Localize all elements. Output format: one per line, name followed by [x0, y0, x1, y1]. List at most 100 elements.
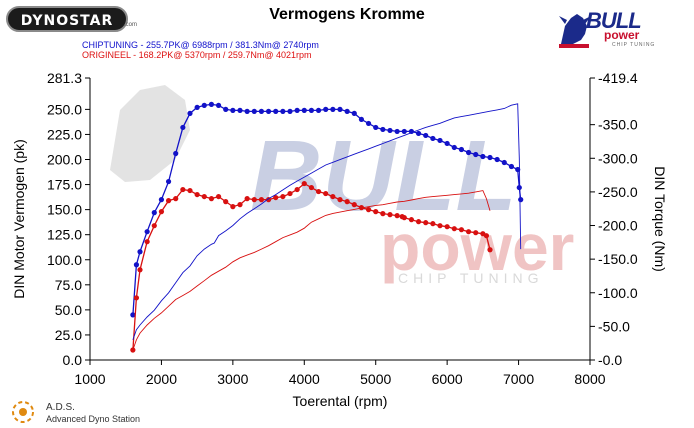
- series-point-1: [208, 195, 215, 202]
- series-point-0: [330, 106, 336, 112]
- series-point-0: [187, 110, 193, 116]
- series-point-1: [444, 224, 450, 230]
- x-tick-label: 6000: [432, 371, 463, 387]
- series-point-0: [516, 184, 522, 191]
- series-point-0: [251, 108, 257, 114]
- series-point-0: [415, 130, 422, 137]
- series-point-0: [137, 249, 143, 255]
- series-point-0: [315, 107, 322, 113]
- series-point-1: [423, 220, 429, 226]
- y-axis-label-left: DIN Motor Vermogen (pk): [11, 139, 27, 299]
- series-point-1: [301, 180, 307, 187]
- x-tick-label: 5000: [360, 371, 391, 387]
- series-point-1: [294, 186, 300, 193]
- ads-subtitle: Advanced Dyno Station: [46, 414, 141, 424]
- y-tick-label-right: -300.0: [598, 150, 638, 166]
- series-point-1: [401, 215, 407, 221]
- series-point-1: [487, 247, 493, 253]
- y-tick-label-right: -50.0: [598, 318, 630, 334]
- y-tick-label-right: -0.0: [598, 352, 622, 368]
- series-point-0: [294, 107, 300, 113]
- x-axis-label: Toerental (rpm): [293, 393, 388, 409]
- series-point-0: [351, 110, 357, 116]
- series-point-1: [315, 188, 322, 195]
- y-tick-label-right: -100.0: [598, 285, 638, 301]
- series-point-0: [173, 150, 179, 157]
- series-point-1: [365, 207, 372, 213]
- series-point-1: [244, 195, 250, 202]
- x-tick-label: 4000: [289, 371, 320, 387]
- series-point-1: [187, 187, 193, 194]
- series-point-1: [237, 202, 243, 208]
- series-point-0: [151, 210, 157, 216]
- series-point-1: [133, 295, 140, 301]
- series-point-1: [323, 190, 329, 197]
- y-tick-label-left: 25.0: [55, 327, 82, 343]
- y-tick-label-left: 125.0: [47, 227, 82, 243]
- series-point-0: [380, 126, 386, 133]
- watermark-bull-icon: [110, 85, 190, 182]
- series-point-0: [394, 128, 400, 135]
- ads-title: A.D.S.: [46, 402, 75, 413]
- y-tick-label-left: 281.3: [47, 70, 82, 86]
- series-point-0: [444, 140, 450, 147]
- series-point-1: [137, 267, 143, 273]
- series-point-1: [430, 221, 436, 227]
- legend-stock: ORIGINEEL - 168.2PK@ 5370rpm / 259.7Nm@ …: [82, 50, 312, 60]
- series-line-2: [132, 103, 522, 340]
- series-point-0: [480, 153, 486, 160]
- y-tick-label-right: -150.0: [598, 251, 638, 267]
- series-point-0: [373, 124, 379, 131]
- y-tick-label-left: 0.0: [63, 352, 83, 368]
- watermark-power-text: power: [380, 210, 574, 284]
- series-point-0: [158, 197, 165, 203]
- series-point-0: [273, 108, 279, 114]
- bull-head-icon: [559, 14, 591, 48]
- series-point-1: [173, 195, 179, 202]
- series-point-0: [265, 108, 272, 114]
- bull-brand: BULL: [586, 8, 642, 33]
- dynostar-logo: DYNOSTAR: [6, 6, 128, 32]
- series-point-0: [387, 127, 393, 134]
- series-point-0: [437, 137, 443, 144]
- series-point-1: [373, 209, 379, 215]
- series-point-0: [518, 197, 524, 203]
- series-point-0: [165, 178, 172, 185]
- chip-tuning-brand: CHIP TUNING: [612, 42, 656, 48]
- series-point-1: [330, 193, 336, 200]
- series-point-0: [301, 107, 307, 113]
- y-tick-label-left: 75.0: [55, 277, 82, 293]
- series-point-1: [215, 193, 222, 200]
- series-point-0: [144, 229, 150, 235]
- y-tick-label-left: 175.0: [47, 177, 82, 193]
- series-point-1: [144, 239, 150, 245]
- series-point-0: [365, 120, 372, 127]
- series-point-1: [258, 197, 265, 203]
- series-point-1: [380, 211, 386, 217]
- series-point-1: [473, 230, 479, 236]
- series-point-0: [223, 106, 229, 112]
- series-point-1: [451, 226, 457, 232]
- series-point-1: [158, 209, 165, 215]
- series-point-0: [465, 149, 472, 156]
- series-point-0: [133, 262, 140, 268]
- series-point-0: [308, 107, 315, 113]
- series-point-1: [337, 197, 343, 203]
- series-point-1: [308, 184, 315, 191]
- y-tick-label-right: -419.4: [598, 70, 638, 86]
- series-line-3: [132, 190, 491, 351]
- series-point-0: [487, 154, 493, 161]
- y-tick-label-left: 100.0: [47, 252, 82, 268]
- series-point-0: [230, 107, 236, 113]
- series-point-0: [280, 108, 286, 114]
- series-point-0: [423, 132, 429, 139]
- series-point-0: [201, 102, 207, 108]
- series-point-1: [287, 190, 293, 197]
- y-tick-label-left: 50.0: [55, 302, 82, 318]
- y-tick-label-left: 150.0: [47, 202, 82, 218]
- x-tick-label: 3000: [217, 371, 248, 387]
- series-point-0: [430, 135, 436, 142]
- legend-tuned: CHIPTUNING - 255.7PK@ 6988rpm / 381.3Nm@…: [82, 40, 319, 50]
- series-point-0: [323, 106, 329, 112]
